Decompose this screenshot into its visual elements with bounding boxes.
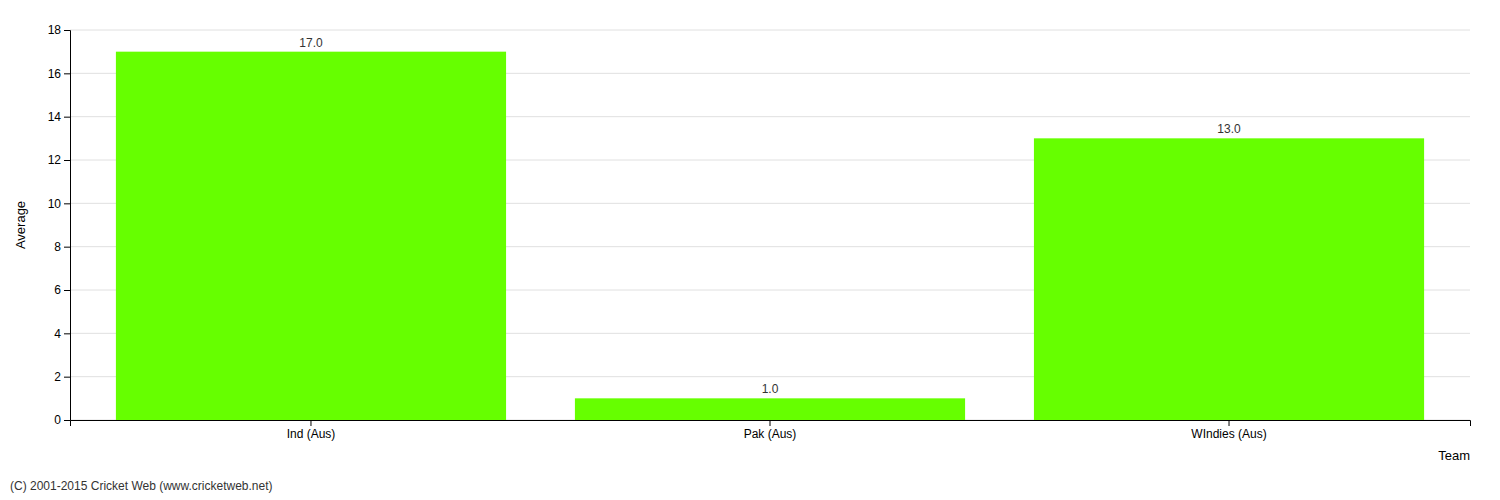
tick-label: WIndies (Aus) xyxy=(1191,427,1266,441)
footer-text: (C) 2001-2015 Cricket Web (www.cricketwe… xyxy=(10,479,273,493)
tick-mark xyxy=(64,160,70,161)
tick-mark xyxy=(64,420,70,421)
tick-label: Ind (Aus) xyxy=(287,427,336,441)
axis-line xyxy=(71,421,1471,427)
tick-label: 12 xyxy=(48,153,62,167)
tick-mark xyxy=(64,30,70,31)
tick-label: 0 xyxy=(54,413,61,427)
tick: 16 xyxy=(48,67,70,81)
tick: 18 xyxy=(48,23,70,37)
tick: 6 xyxy=(54,283,70,297)
tick-mark xyxy=(64,73,70,74)
tick: 2 xyxy=(54,370,70,384)
tick: WIndies (Aus) xyxy=(1191,420,1266,441)
tick-mark xyxy=(64,377,70,378)
tick: 0 xyxy=(54,413,70,427)
tick: 8 xyxy=(54,240,70,254)
data-label: 13.0 xyxy=(1217,122,1241,136)
data-labels: 17.0 1.0 13.0 xyxy=(299,36,1241,397)
tick-mark xyxy=(64,203,70,204)
tick: 4 xyxy=(54,327,70,341)
y-axis: 0 2 4 6 8 10 12 14 16 18 xyxy=(48,23,71,427)
tick-mark xyxy=(64,290,70,291)
tick: 12 xyxy=(48,153,70,167)
plot-area: 0 2 4 6 8 10 12 14 16 18 Ind (Aus) Pak (Aus) WIndies… xyxy=(13,23,1471,463)
data-label: 17.0 xyxy=(299,36,323,50)
tick-mark xyxy=(64,247,70,248)
bar xyxy=(116,52,506,420)
data-label: 1.0 xyxy=(762,382,779,396)
tick-label: 18 xyxy=(48,23,62,37)
tick-label: Pak (Aus) xyxy=(744,427,797,441)
tick: 14 xyxy=(48,110,70,124)
tick-mark xyxy=(310,420,311,426)
tick-label: 16 xyxy=(48,67,62,81)
tick-label: 8 xyxy=(54,240,61,254)
tick-label: 2 xyxy=(54,370,61,384)
tick-mark xyxy=(64,333,70,334)
tick-label: 14 xyxy=(48,110,62,124)
tick-mark xyxy=(770,420,771,426)
tick-label: 10 xyxy=(48,197,62,211)
tick-mark xyxy=(1229,420,1230,426)
y-axis-title: Average xyxy=(13,201,28,249)
tick-label: 4 xyxy=(54,327,61,341)
x-axis: Ind (Aus) Pak (Aus) WIndies (Aus) xyxy=(71,420,1471,441)
tick-label: 6 xyxy=(54,283,61,297)
grid xyxy=(70,30,1470,420)
tick-mark xyxy=(64,117,70,118)
bar xyxy=(575,398,965,420)
tick: 10 xyxy=(48,197,70,211)
x-axis-title: Team xyxy=(1438,448,1470,463)
grid-line xyxy=(70,30,1470,31)
tick: Pak (Aus) xyxy=(744,420,797,441)
chart-svg: 0 2 4 6 8 10 12 14 16 18 Ind (Aus) Pak (Aus) WIndies… xyxy=(0,0,1500,500)
axis-line xyxy=(64,31,71,421)
bars xyxy=(116,52,1424,420)
tick: Ind (Aus) xyxy=(287,420,336,441)
chart-container: 0 2 4 6 8 10 12 14 16 18 Ind (Aus) Pak (Aus) WIndies… xyxy=(0,0,1500,500)
bar xyxy=(1034,138,1424,420)
